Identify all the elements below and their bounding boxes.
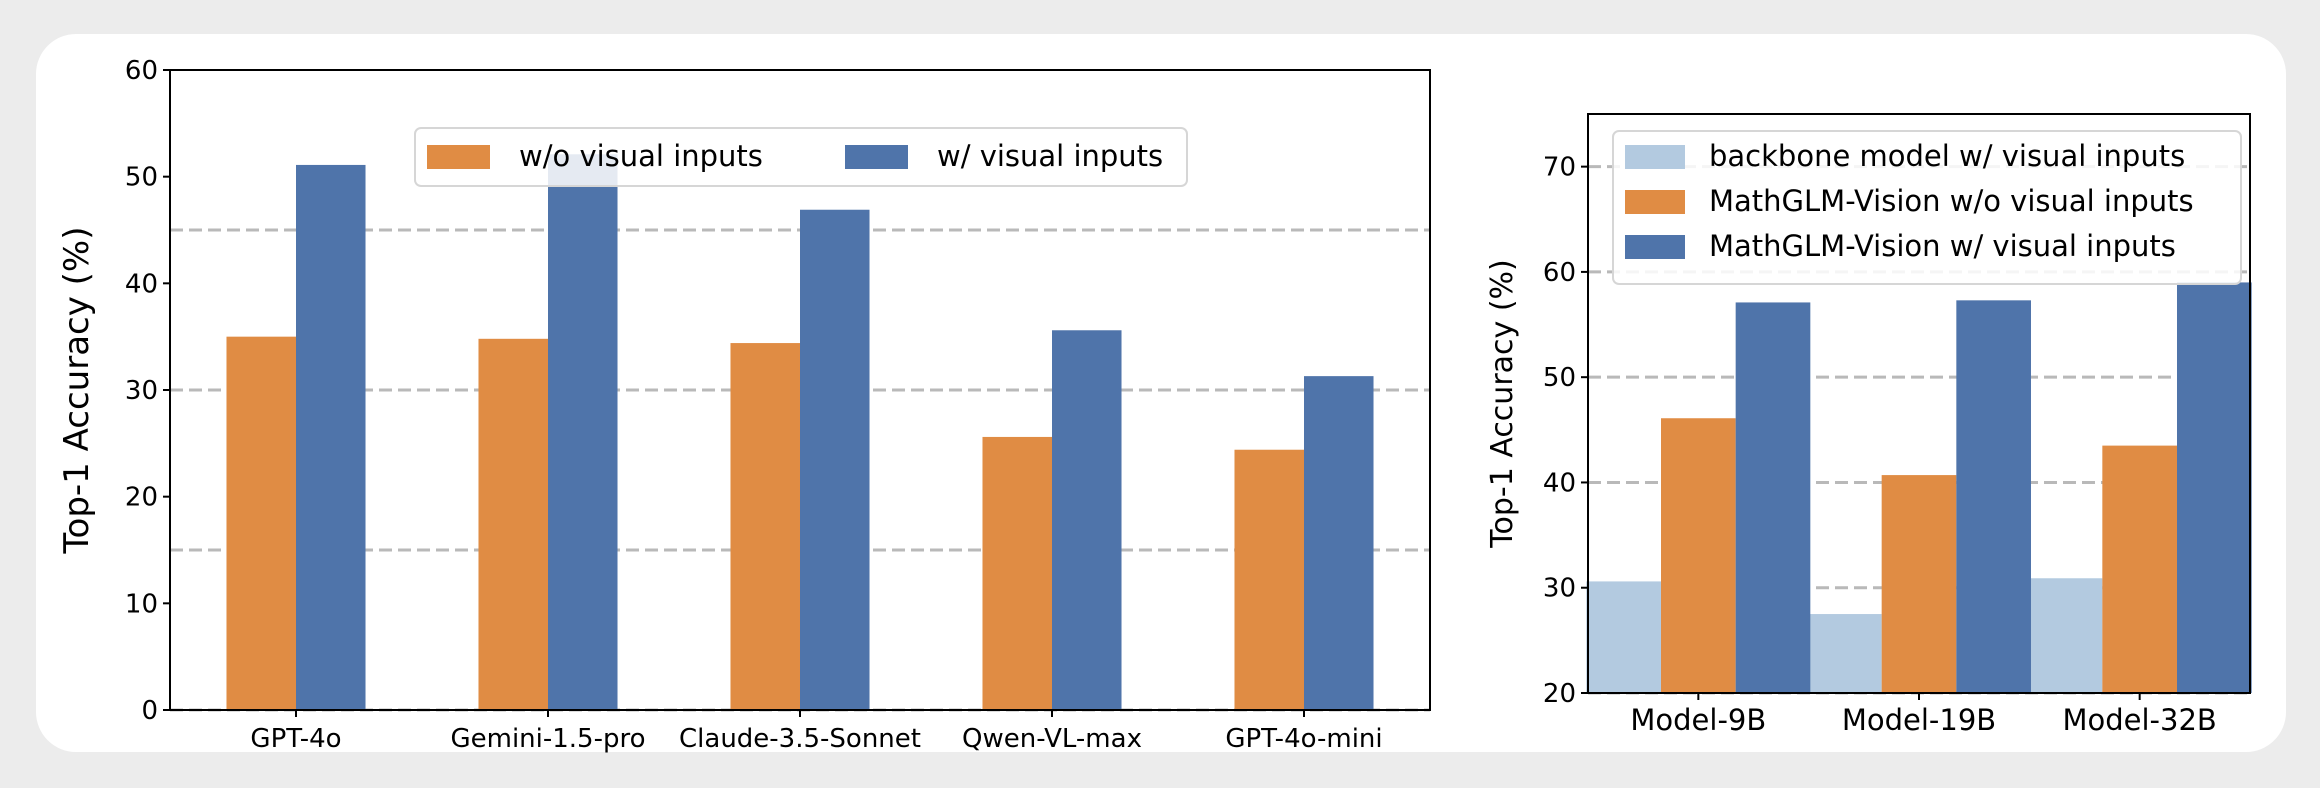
- y-tick-label: 50: [125, 163, 158, 193]
- legend-label: w/o visual inputs: [519, 139, 763, 173]
- legend-box: [414, 127, 1188, 187]
- y-tick-label: 20: [125, 483, 158, 513]
- y-axis-label: Top-1 Accuracy (%): [57, 227, 97, 555]
- y-tick-label: 50: [1543, 363, 1576, 393]
- bar-1-2-2: [2176, 282, 2252, 693]
- bar-0-0-3: [982, 436, 1052, 710]
- bar-1-2-1: [1956, 300, 2031, 693]
- bar-0-0-1: [478, 338, 548, 710]
- x-tick-label: Qwen-VL-max: [962, 724, 1142, 754]
- y-axis-label: Top-1 Accuracy (%): [1485, 259, 1520, 549]
- bar-0-1-1: [548, 154, 618, 710]
- bar-1-0-1: [1807, 614, 1882, 693]
- y-tick-label: 60: [1543, 258, 1576, 288]
- y-tick-label: 30: [1543, 574, 1576, 604]
- legend-swatch-0: [427, 145, 490, 169]
- y-tick-label: 40: [1543, 468, 1576, 498]
- x-tick-label: GPT-4o: [250, 724, 341, 754]
- y-tick-label: 40: [125, 269, 158, 299]
- bar-0-1-2: [800, 209, 870, 710]
- legend-label: w/ visual inputs: [937, 139, 1163, 173]
- y-tick-label: 10: [125, 589, 158, 619]
- legend-swatch-0: [1625, 145, 1685, 169]
- legend-swatch-2: [1625, 235, 1685, 259]
- legend-box: [1612, 130, 2242, 285]
- y-tick-label: 70: [1543, 153, 1576, 183]
- bar-0-1-4: [1304, 376, 1374, 710]
- legend-swatch-1: [845, 145, 908, 169]
- x-tick-label: Claude-3.5-Sonnet: [679, 724, 921, 754]
- bar-0-0-2: [730, 343, 800, 710]
- legend-label: MathGLM-Vision w/ visual inputs: [1709, 229, 2176, 263]
- bar-1-0-2: [2027, 578, 2103, 693]
- bar-1-0-0: [1586, 581, 1662, 693]
- legend-label: MathGLM-Vision w/o visual inputs: [1709, 184, 2194, 218]
- legend-label: backbone model w/ visual inputs: [1709, 139, 2185, 173]
- legend-swatch-1: [1625, 190, 1685, 214]
- bar-1-2-0: [1735, 302, 1811, 693]
- bar-0-1-0: [296, 164, 366, 710]
- bar-0-0-4: [1234, 449, 1304, 710]
- bar-1-1-2: [2102, 445, 2177, 693]
- y-tick-label: 20: [1543, 679, 1576, 709]
- bar-0-1-3: [1052, 330, 1122, 710]
- x-tick-label: Model-9B: [1630, 703, 1766, 737]
- bar-0-0-0: [226, 336, 296, 710]
- x-tick-label: GPT-4o-mini: [1225, 724, 1382, 754]
- y-tick-label: 30: [125, 376, 158, 406]
- y-tick-label: 60: [125, 56, 158, 86]
- x-tick-label: Model-32B: [2062, 703, 2216, 737]
- x-tick-label: Gemini-1.5-pro: [450, 724, 645, 754]
- y-tick-label: 0: [141, 696, 158, 726]
- bar-1-1-1: [1881, 475, 1957, 693]
- x-tick-label: Model-19B: [1842, 703, 1996, 737]
- bar-1-1-0: [1661, 418, 1736, 693]
